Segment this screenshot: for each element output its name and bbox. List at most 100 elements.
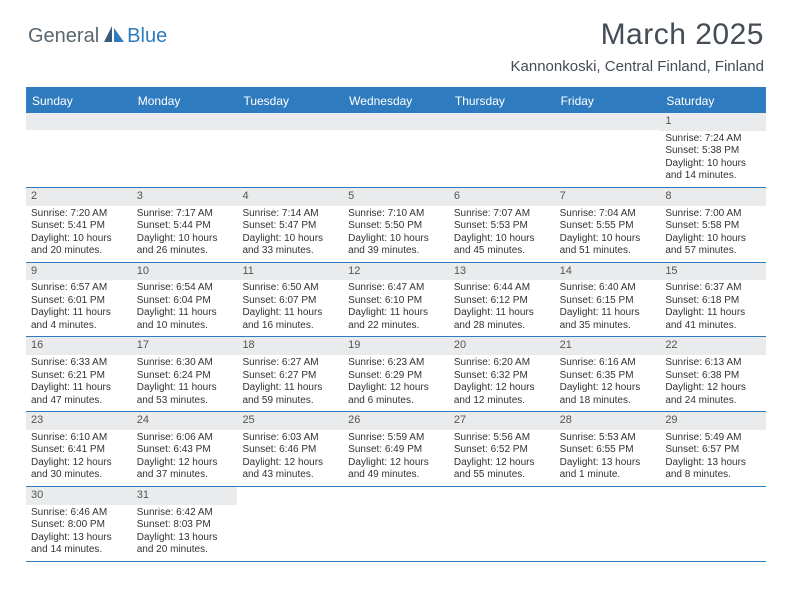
day-body: Sunrise: 7:17 AMSunset: 5:44 PMDaylight:…: [132, 206, 238, 262]
day-body: Sunrise: 5:56 AMSunset: 6:52 PMDaylight:…: [449, 430, 555, 486]
sunrise-text: Sunrise: 5:56 AM: [454, 432, 550, 445]
day-cell: 15Sunrise: 6:37 AMSunset: 6:18 PMDayligh…: [660, 263, 766, 337]
sunset-text: Sunset: 6:57 PM: [665, 444, 761, 457]
sunrise-text: Sunrise: 6:46 AM: [31, 507, 127, 520]
sunrise-text: Sunrise: 7:07 AM: [454, 208, 550, 221]
sunrise-text: Sunrise: 7:10 AM: [348, 208, 444, 221]
daylight-line2: and 59 minutes.: [242, 395, 338, 408]
day-body: Sunrise: 5:49 AMSunset: 6:57 PMDaylight:…: [660, 430, 766, 486]
sunset-text: Sunset: 6:46 PM: [242, 444, 338, 457]
day-body: Sunrise: 6:13 AMSunset: 6:38 PMDaylight:…: [660, 355, 766, 411]
daylight-line2: and 4 minutes.: [31, 320, 127, 333]
day-cell: 7Sunrise: 7:04 AMSunset: 5:55 PMDaylight…: [555, 188, 661, 262]
sunrise-text: Sunrise: 6:54 AM: [137, 282, 233, 295]
sunset-text: Sunset: 5:53 PM: [454, 220, 550, 233]
sunset-text: Sunset: 8:00 PM: [31, 519, 127, 532]
daylight-line1: Daylight: 11 hours: [137, 307, 233, 320]
sunset-text: Sunset: 6:21 PM: [31, 370, 127, 383]
day-body: Sunrise: 6:37 AMSunset: 6:18 PMDaylight:…: [660, 280, 766, 336]
sunrise-text: Sunrise: 7:17 AM: [137, 208, 233, 221]
sunset-text: Sunset: 5:41 PM: [31, 220, 127, 233]
daylight-line1: Daylight: 11 hours: [31, 307, 127, 320]
sunset-text: Sunset: 6:24 PM: [137, 370, 233, 383]
day-cell: 20Sunrise: 6:20 AMSunset: 6:32 PMDayligh…: [449, 337, 555, 411]
empty-day-bar: [555, 113, 661, 130]
sunset-text: Sunset: 6:43 PM: [137, 444, 233, 457]
sunrise-text: Sunrise: 7:20 AM: [31, 208, 127, 221]
day-body: Sunrise: 6:16 AMSunset: 6:35 PMDaylight:…: [555, 355, 661, 411]
daylight-line1: Daylight: 11 hours: [31, 382, 127, 395]
weekday-header-row: SundayMondayTuesdayWednesdayThursdayFrid…: [26, 89, 766, 113]
sunset-text: Sunset: 6:18 PM: [665, 295, 761, 308]
day-cell: [343, 113, 449, 187]
day-number: 27: [449, 412, 555, 430]
day-body: Sunrise: 6:54 AMSunset: 6:04 PMDaylight:…: [132, 280, 238, 336]
day-cell: 5Sunrise: 7:10 AMSunset: 5:50 PMDaylight…: [343, 188, 449, 262]
logo-text-blue: Blue: [127, 25, 167, 48]
daylight-line2: and 45 minutes.: [454, 245, 550, 258]
weekday-header-cell: Thursday: [449, 89, 555, 113]
day-body: Sunrise: 6:06 AMSunset: 6:43 PMDaylight:…: [132, 430, 238, 486]
empty-day-bar: [26, 113, 132, 130]
day-cell: [555, 487, 661, 561]
day-cell: 18Sunrise: 6:27 AMSunset: 6:27 PMDayligh…: [237, 337, 343, 411]
daylight-line2: and 16 minutes.: [242, 320, 338, 333]
sunset-text: Sunset: 6:29 PM: [348, 370, 444, 383]
daylight-line1: Daylight: 11 hours: [665, 307, 761, 320]
daylight-line1: Daylight: 10 hours: [348, 233, 444, 246]
sunset-text: Sunset: 5:58 PM: [665, 220, 761, 233]
sunrise-text: Sunrise: 6:42 AM: [137, 507, 233, 520]
day-number: 18: [237, 337, 343, 355]
sunrise-text: Sunrise: 6:57 AM: [31, 282, 127, 295]
day-body: Sunrise: 6:50 AMSunset: 6:07 PMDaylight:…: [237, 280, 343, 336]
calendar-grid: SundayMondayTuesdayWednesdayThursdayFrid…: [26, 87, 766, 562]
day-number: 31: [132, 487, 238, 505]
sunset-text: Sunset: 6:27 PM: [242, 370, 338, 383]
day-body: Sunrise: 7:24 AMSunset: 5:38 PMDaylight:…: [660, 131, 766, 187]
day-cell: [132, 113, 238, 187]
day-body: Sunrise: 7:10 AMSunset: 5:50 PMDaylight:…: [343, 206, 449, 262]
day-number: 11: [237, 263, 343, 281]
week-row: 2Sunrise: 7:20 AMSunset: 5:41 PMDaylight…: [26, 188, 766, 263]
sunset-text: Sunset: 5:50 PM: [348, 220, 444, 233]
month-title: March 2025: [511, 18, 764, 52]
day-cell: 28Sunrise: 5:53 AMSunset: 6:55 PMDayligh…: [555, 412, 661, 486]
sunset-text: Sunset: 6:41 PM: [31, 444, 127, 457]
day-cell: 14Sunrise: 6:40 AMSunset: 6:15 PMDayligh…: [555, 263, 661, 337]
day-number: 4: [237, 188, 343, 206]
day-cell: 21Sunrise: 6:16 AMSunset: 6:35 PMDayligh…: [555, 337, 661, 411]
daylight-line2: and 26 minutes.: [137, 245, 233, 258]
daylight-line1: Daylight: 10 hours: [665, 233, 761, 246]
daylight-line1: Daylight: 11 hours: [242, 382, 338, 395]
sunrise-text: Sunrise: 6:37 AM: [665, 282, 761, 295]
logo-sail-icon: [103, 24, 125, 49]
daylight-line1: Daylight: 12 hours: [348, 382, 444, 395]
sunset-text: Sunset: 6:01 PM: [31, 295, 127, 308]
sunrise-text: Sunrise: 6:03 AM: [242, 432, 338, 445]
day-body: Sunrise: 6:30 AMSunset: 6:24 PMDaylight:…: [132, 355, 238, 411]
daylight-line2: and 18 minutes.: [560, 395, 656, 408]
title-block: March 2025 Kannonkoski, Central Finland,…: [511, 18, 764, 75]
daylight-line2: and 28 minutes.: [454, 320, 550, 333]
day-number: 24: [132, 412, 238, 430]
day-body: Sunrise: 6:47 AMSunset: 6:10 PMDaylight:…: [343, 280, 449, 336]
day-body: Sunrise: 7:07 AMSunset: 5:53 PMDaylight:…: [449, 206, 555, 262]
daylight-line2: and 8 minutes.: [665, 469, 761, 482]
day-cell: 13Sunrise: 6:44 AMSunset: 6:12 PMDayligh…: [449, 263, 555, 337]
sunset-text: Sunset: 6:12 PM: [454, 295, 550, 308]
day-body: Sunrise: 6:23 AMSunset: 6:29 PMDaylight:…: [343, 355, 449, 411]
sunrise-text: Sunrise: 7:14 AM: [242, 208, 338, 221]
daylight-line1: Daylight: 13 hours: [665, 457, 761, 470]
day-cell: 22Sunrise: 6:13 AMSunset: 6:38 PMDayligh…: [660, 337, 766, 411]
daylight-line2: and 24 minutes.: [665, 395, 761, 408]
sunrise-text: Sunrise: 6:13 AM: [665, 357, 761, 370]
day-number: 28: [555, 412, 661, 430]
day-body: Sunrise: 6:46 AMSunset: 8:00 PMDaylight:…: [26, 505, 132, 561]
daylight-line2: and 41 minutes.: [665, 320, 761, 333]
sunrise-text: Sunrise: 6:06 AM: [137, 432, 233, 445]
sunrise-text: Sunrise: 6:47 AM: [348, 282, 444, 295]
weekday-header-cell: Saturday: [660, 89, 766, 113]
day-number: 8: [660, 188, 766, 206]
daylight-line2: and 33 minutes.: [242, 245, 338, 258]
day-number: 3: [132, 188, 238, 206]
